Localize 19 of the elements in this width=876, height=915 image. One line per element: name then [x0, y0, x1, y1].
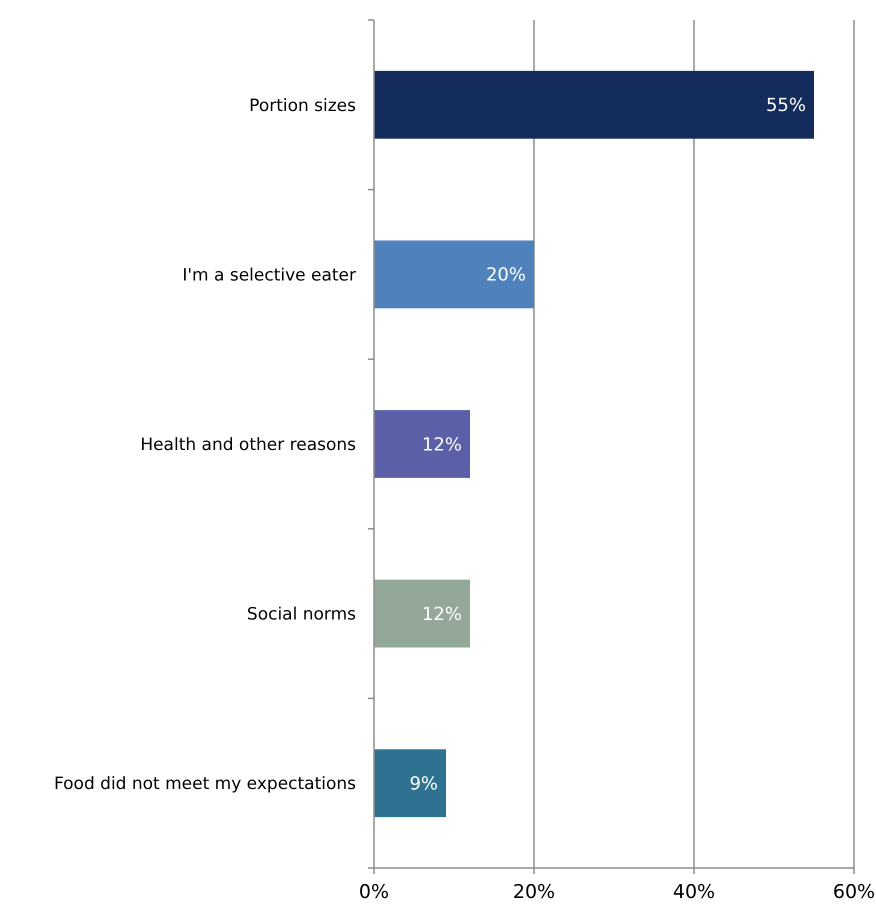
- y-tick-label: I'm a selective eater: [182, 265, 356, 286]
- data-label: 12%: [422, 604, 462, 625]
- bar: [374, 240, 534, 308]
- y-tick-label: Portion sizes: [249, 96, 356, 116]
- y-tick-label: Health and other reasons: [140, 434, 356, 455]
- data-label: 12%: [422, 434, 462, 456]
- data-label: 55%: [766, 95, 806, 116]
- data-label: 20%: [486, 264, 526, 286]
- bar: [374, 580, 470, 648]
- x-tick-label: 60%: [832, 881, 876, 903]
- x-tick-label: 20%: [512, 881, 556, 903]
- bar: [374, 410, 470, 478]
- bar: [374, 70, 814, 139]
- y-tick-label: Social norms: [246, 604, 356, 625]
- y-tick-label: Food did not meet my expectations: [54, 774, 356, 794]
- data-label: 9%: [409, 774, 438, 794]
- x-tick-label: 40%: [672, 881, 716, 903]
- x-tick-label: 0%: [358, 881, 390, 903]
- bar: [374, 749, 446, 818]
